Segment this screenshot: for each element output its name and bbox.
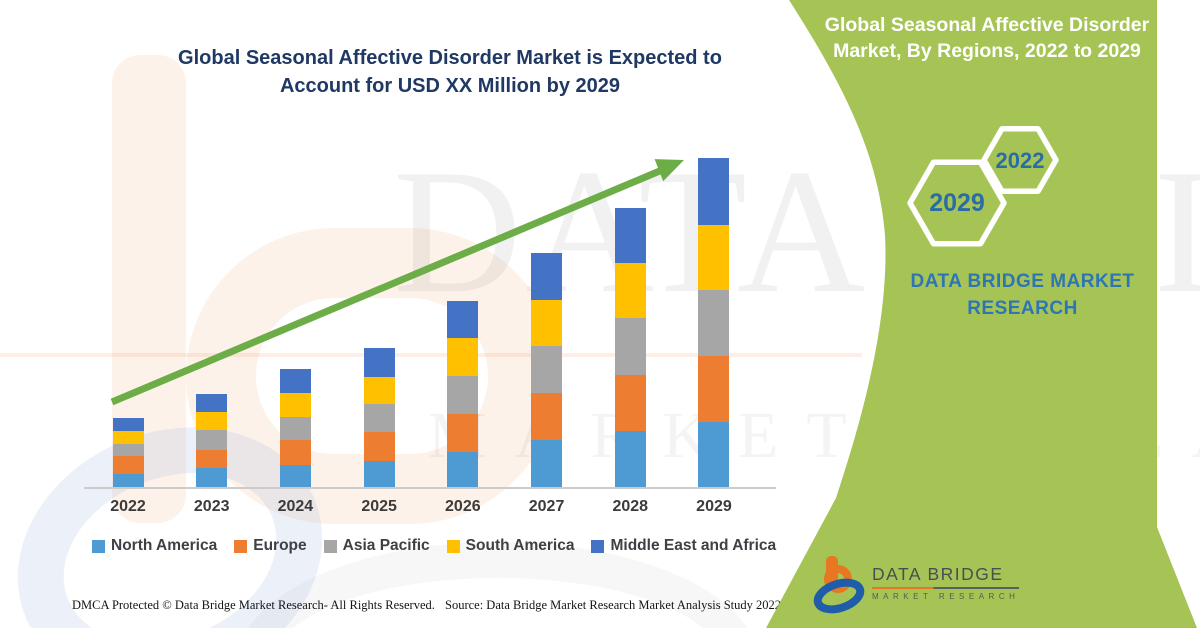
hexagon-2022-label: 2022 — [995, 148, 1045, 173]
stacked-bar-2025 — [363, 348, 395, 488]
x-axis-label-2024: 2024 — [277, 498, 314, 515]
brand-name-line1: DATA BRIDGE MARKET — [910, 271, 1135, 292]
bar-segment-2022-asia-pacific — [112, 444, 144, 456]
bar-segment-2025-europe — [363, 432, 395, 461]
bar-segment-2023-middle-east-and-africa — [196, 394, 228, 412]
logo-subtitle-text: MARKET RESEARCH — [872, 592, 1020, 601]
legend-swatch — [92, 539, 105, 553]
stacked-bar-2022 — [112, 418, 144, 488]
legend-item-south-america: South America — [446, 537, 575, 555]
bar-segment-2026-europe — [447, 414, 479, 452]
bar-segment-2027-europe — [531, 393, 563, 440]
footer-dmca-text: DMCA Protected © Data Bridge Market Rese… — [72, 598, 435, 612]
bar-segment-2024-north-america — [279, 465, 311, 488]
bar-segment-2026-south-america — [447, 338, 479, 376]
bar-segment-2022-south-america — [112, 431, 144, 444]
side-panel-title-line2: Market, By Regions, 2022 to 2029 — [833, 40, 1141, 62]
brand-name-line2: RESEARCH — [967, 298, 1078, 319]
bar-segment-2027-north-america — [531, 440, 563, 488]
bar-segment-2024-south-america — [279, 393, 311, 417]
hexagon-2029-label: 2029 — [929, 189, 985, 217]
legend-swatch — [591, 539, 605, 553]
stacked-bar-2027 — [531, 253, 563, 488]
bar-segment-2026-north-america — [447, 452, 479, 488]
x-axis-labels: 2022 2023 2024 2025 2026 2027 2028 2029 — [85, 498, 785, 518]
logo-underline — [872, 587, 1020, 589]
bar-segment-2023-europe — [196, 450, 228, 468]
side-panel-title-line1: Global Seasonal Affective Disorder — [824, 14, 1150, 36]
x-axis-label-2022: 2022 — [110, 498, 146, 515]
legend-swatch — [323, 539, 337, 553]
x-axis-line — [84, 487, 776, 489]
x-axis-label-2026: 2026 — [445, 498, 481, 515]
bar-segment-2028-asia-pacific — [614, 318, 646, 375]
legend-label: Asia Pacific — [342, 537, 430, 554]
bar-segment-2023-south-america — [196, 412, 228, 430]
bar-segment-2024-europe — [279, 440, 311, 465]
bar-segment-2024-asia-pacific — [279, 417, 311, 440]
legend-item-asia-pacific: Asia Pacific — [323, 537, 430, 555]
bar-segment-2023-asia-pacific — [196, 430, 228, 450]
logo-name-text: DATA BRIDGE — [872, 564, 1004, 584]
bar-segment-2028-south-america — [614, 263, 646, 318]
stacked-bar-2028 — [614, 208, 646, 488]
stacked-bar-2026 — [447, 301, 479, 488]
x-axis-label-2027: 2027 — [528, 498, 565, 515]
side-panel-title: Global Seasonal Affective Disorder Marke… — [822, 12, 1152, 64]
chart-title: Global Seasonal Affective Disorder Marke… — [140, 44, 760, 100]
bar-segment-2029-north-america — [698, 422, 730, 488]
chart-title-line1: Global Seasonal Affective Disorder Marke… — [178, 47, 722, 69]
x-axis-label-2025: 2025 — [361, 498, 397, 515]
bar-segment-2029-south-america — [698, 225, 730, 290]
chart-legend: North America Europe Asia Pacific South Ame… — [92, 537, 776, 555]
legend-label: Europe — [253, 537, 307, 554]
bar-segment-2026-asia-pacific — [447, 376, 479, 414]
bar-segment-2029-europe — [698, 356, 730, 422]
legend-item-north-america: North America — [92, 537, 217, 555]
bar-segment-2025-asia-pacific — [363, 404, 395, 432]
stacked-bar-2024 — [279, 369, 311, 488]
x-axis-label-2023: 2023 — [193, 498, 230, 515]
bar-chart-plot-area — [85, 150, 785, 488]
x-axis-label-2028: 2028 — [612, 498, 649, 515]
bar-segment-2027-south-america — [531, 300, 563, 346]
bar-segment-2022-europe — [112, 456, 144, 474]
stacked-bar-2023 — [196, 394, 228, 488]
bar-segment-2028-middle-east-and-africa — [614, 208, 646, 263]
bar-segment-2026-middle-east-and-africa — [447, 301, 479, 338]
brand-name-text: DATA BRIDGE MARKET RESEARCH — [900, 268, 1145, 322]
bar-segment-2025-south-america — [363, 377, 395, 404]
bar-segment-2022-middle-east-and-africa — [112, 418, 144, 431]
footer-source-text: Source: Data Bridge Market Research Mark… — [445, 598, 782, 612]
legend-swatch — [446, 539, 460, 553]
bar-segment-2029-middle-east-and-africa — [698, 158, 730, 225]
legend-label: Middle East and Africa — [610, 537, 777, 554]
bar-segment-2023-north-america — [196, 468, 228, 488]
legend-item-europe: Europe — [234, 537, 307, 555]
bar-segment-2024-middle-east-and-africa — [279, 369, 311, 393]
bar-segment-2028-north-america — [614, 431, 646, 488]
bar-segment-2029-asia-pacific — [698, 290, 730, 356]
data-bridge-logo: DATA BRIDGE MARKET RESEARCH — [812, 552, 1062, 614]
bar-segment-2028-europe — [614, 375, 646, 431]
legend-swatch — [234, 539, 248, 553]
legend-item-middle-east-and-africa: Middle East and Africa — [591, 537, 776, 555]
x-axis-label-2029: 2029 — [696, 498, 732, 515]
bar-segment-2027-asia-pacific — [531, 346, 563, 393]
bar-segment-2025-middle-east-and-africa — [363, 348, 395, 377]
bar-segment-2022-north-america — [112, 474, 144, 488]
stacked-bar-2029 — [698, 158, 730, 488]
chart-title-line2: Account for USD XX Million by 2029 — [279, 75, 621, 97]
data-bridge-logo-icon — [813, 556, 865, 614]
bar-segment-2027-middle-east-and-africa — [531, 253, 563, 300]
bar-segment-2025-north-america — [363, 461, 395, 488]
legend-label: North America — [111, 537, 218, 554]
legend-label: South America — [465, 537, 575, 554]
